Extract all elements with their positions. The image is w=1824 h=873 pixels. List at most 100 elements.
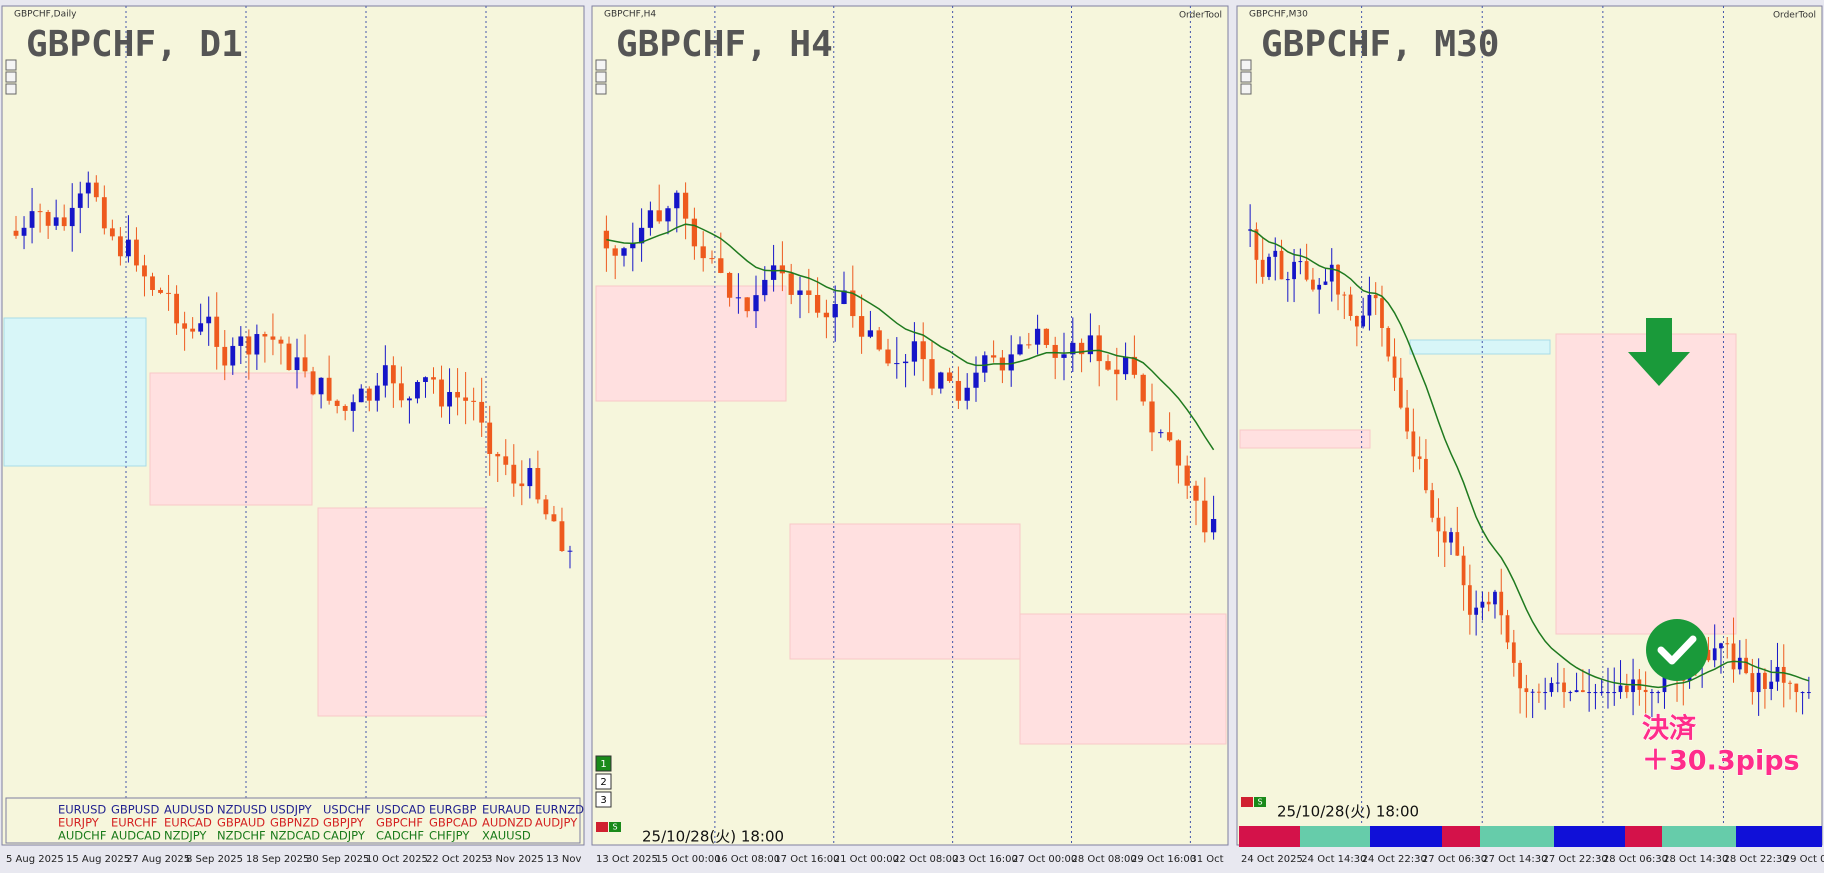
x-axis-label: 24 Oct 22:30 [1362,854,1427,865]
symbol-button[interactable]: AUDCHF [58,829,106,843]
candle-body [1455,532,1460,556]
tab-button-label: 1 [600,759,606,770]
symbol-button[interactable]: AUDUSD [164,803,214,817]
session-bar [1300,826,1370,847]
tab-button-label: 2 [600,777,606,788]
symbol-button[interactable]: AUDJPY [535,816,578,830]
symbol-button[interactable]: XAUUSD [482,829,531,843]
moving-average [1249,229,1810,689]
candle-body [1499,591,1504,616]
candle-body [823,312,830,318]
x-axis-label: 24 Oct 2025 [1241,854,1303,865]
candle-body [342,405,348,411]
candle-body [1008,354,1014,371]
symbol-button[interactable]: EURAUD [482,803,530,817]
candle-body [841,290,847,305]
symbol-button[interactable]: NZDUSD [217,803,267,817]
candle-body [1292,261,1296,280]
symbol-button[interactable]: CHFJPY [429,829,470,843]
panel-caption: GBPCHF,M30 [1249,10,1308,20]
tab-button [595,755,612,772]
symbol-button[interactable]: USDCAD [376,803,425,817]
candle-body [382,365,388,386]
symbol-button[interactable]: EURNZD [535,803,584,817]
down-arrow [1628,318,1690,386]
symbol-button[interactable]: GBPAUD [217,816,265,830]
candle-body [551,514,557,522]
symbol-button[interactable]: AUDNZD [482,816,533,830]
symbol-button[interactable]: GBPNZD [270,816,319,830]
candle-body [150,276,155,290]
candle-body [726,272,733,298]
candle-body [535,468,541,500]
symbol-button[interactable]: EURCAD [164,816,212,830]
candle-body [77,193,83,208]
button [596,822,608,832]
candle-body [350,402,356,411]
symbol-button[interactable]: GBPJPY [323,816,365,830]
candle-body [1323,281,1328,285]
symbol-button[interactable]: EURCHF [111,816,157,830]
candle-body [117,236,123,257]
candle-body [735,297,742,299]
candle-body [214,316,220,347]
candle-body [567,550,573,552]
symbol-button[interactable]: USDCHF [323,803,371,817]
zone [1019,613,1227,745]
symbol-button[interactable]: NZDCAD [270,829,320,843]
candle-body [439,379,444,407]
candle-body [407,398,412,401]
symbol-button[interactable]: USDJPY [270,803,313,817]
candle-body [1267,256,1271,277]
candle-body [559,521,565,552]
symbol-button[interactable]: EURUSD [58,803,106,817]
candle-body [262,334,268,337]
candle-body [1122,356,1129,375]
candle-body [1480,601,1485,608]
x-axis-label: 13 Oct 2025 [596,854,658,865]
candle-body [1524,688,1529,693]
x-axis-label: 5 Aug 2025 [6,854,64,865]
candle-body [1184,465,1190,486]
symbol-button[interactable]: GBPUSD [111,803,159,817]
annotation: 決済 [1642,713,1697,745]
session-bar [1554,826,1625,847]
symbol-button[interactable]: NZDJPY [164,829,207,843]
x-axis-label: 21 Oct 00:00 [834,854,899,865]
candle-body [206,316,212,324]
candle-body [1467,585,1472,615]
symbol-button[interactable]: GBPCHF [376,816,423,830]
symbol-button[interactable]: EURJPY [58,816,100,830]
candle-body [1131,356,1138,375]
symbol-button[interactable]: CADCHF [376,829,424,843]
candle-body [134,239,139,266]
candle-body [955,380,962,401]
candle-body [990,355,997,358]
candle-body [946,372,953,381]
candle-body [1650,692,1654,694]
symbol-button[interactable]: EURGBP [429,803,476,817]
candle-body [1461,555,1466,586]
symbol-button[interactable]: NZDCHF [217,829,266,843]
symbol-button[interactable]: CADJPY [323,829,366,843]
symbol-button[interactable]: AUDCAD [111,829,161,843]
candle-body [1354,315,1359,327]
candle-body [902,361,909,364]
candle-body [1279,250,1284,280]
x-axis-label: 10 Oct 2025 [366,854,428,865]
candle-body [1580,690,1585,693]
candle-body [911,341,918,362]
symbol-button[interactable]: GBPCAD [429,816,478,830]
button-label: S [1257,798,1262,807]
candle-body [519,483,525,487]
candle-body [1273,250,1278,257]
candle-body [1026,344,1032,346]
candle-body [1442,531,1447,543]
candle-body [1405,407,1409,432]
candle-body [1775,666,1780,682]
button-label: S [612,823,617,832]
candle-body [982,355,988,373]
candle-body [1210,518,1217,533]
candle-body [1505,615,1510,643]
candle-body [656,210,662,222]
